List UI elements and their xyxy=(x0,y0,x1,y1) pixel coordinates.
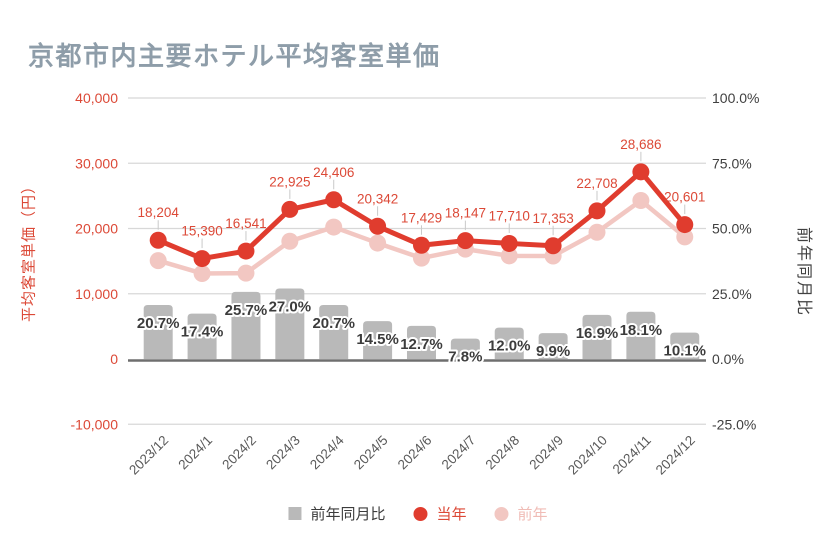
svg-text:20,601: 20,601 xyxy=(664,190,705,205)
svg-text:17,710: 17,710 xyxy=(489,208,530,223)
svg-text:2024/7: 2024/7 xyxy=(439,433,479,473)
left-axis-title: 平均客室単価（円） xyxy=(20,177,38,323)
svg-text:17,353: 17,353 xyxy=(532,211,573,226)
svg-text:2024/4: 2024/4 xyxy=(307,432,347,472)
svg-text:18,204: 18,204 xyxy=(138,205,180,220)
svg-text:17,429: 17,429 xyxy=(401,210,442,225)
svg-text:16.9%: 16.9% xyxy=(576,325,619,342)
right-axis-title: 前年同月比 xyxy=(795,226,812,318)
svg-text:2024/8: 2024/8 xyxy=(483,433,523,473)
svg-text:-10,000: -10,000 xyxy=(71,416,119,432)
svg-text:24,406: 24,406 xyxy=(313,165,354,180)
svg-text:25.0%: 25.0% xyxy=(712,286,752,302)
legend-label-current-year: 当年 xyxy=(436,506,467,523)
legend: 前年同月比 当年 前年 xyxy=(288,503,548,524)
svg-text:12.7%: 12.7% xyxy=(400,336,443,353)
chart-title: 京都市内主要ホテル平均客室単価 xyxy=(28,41,441,71)
svg-text:10.1%: 10.1% xyxy=(663,343,706,360)
svg-text:2024/11: 2024/11 xyxy=(610,433,654,477)
svg-text:50.0%: 50.0% xyxy=(712,221,752,237)
svg-text:2024/5: 2024/5 xyxy=(351,433,391,473)
svg-text:17.4%: 17.4% xyxy=(181,324,224,341)
bar-legend-marker-icon xyxy=(288,507,302,520)
svg-text:2023/12: 2023/12 xyxy=(126,433,171,478)
svg-text:10,000: 10,000 xyxy=(75,286,118,302)
svg-text:20.7%: 20.7% xyxy=(137,315,180,332)
svg-text:12.0%: 12.0% xyxy=(488,338,531,355)
svg-text:18.1%: 18.1% xyxy=(620,322,663,339)
svg-text:28,686: 28,686 xyxy=(620,137,661,152)
svg-text:22,925: 22,925 xyxy=(269,174,310,189)
svg-text:0: 0 xyxy=(110,351,118,367)
svg-text:16,541: 16,541 xyxy=(225,216,266,231)
svg-text:18,147: 18,147 xyxy=(445,206,486,221)
svg-text:27.0%: 27.0% xyxy=(269,299,312,316)
legend-label-yoy: 前年同月比 xyxy=(310,506,386,523)
legend-item-yoy: 前年同月比 xyxy=(288,503,385,524)
svg-text:20,342: 20,342 xyxy=(357,191,398,206)
svg-text:0.0%: 0.0% xyxy=(712,351,744,367)
svg-text:20,000: 20,000 xyxy=(75,221,118,237)
svg-text:9.9%: 9.9% xyxy=(536,343,570,360)
svg-text:14.5%: 14.5% xyxy=(356,331,399,348)
legend-item-current-year: 当年 xyxy=(413,503,467,524)
svg-text:22,708: 22,708 xyxy=(576,176,617,191)
svg-text:15,390: 15,390 xyxy=(181,224,222,239)
svg-text:2024/9: 2024/9 xyxy=(526,433,566,473)
svg-text:2024/1: 2024/1 xyxy=(175,433,215,473)
svg-text:25.7%: 25.7% xyxy=(225,302,268,319)
svg-text:100.0%: 100.0% xyxy=(712,90,759,106)
svg-text:2024/12: 2024/12 xyxy=(653,433,698,478)
current-year-legend-marker-icon xyxy=(413,506,428,521)
svg-text:75.0%: 75.0% xyxy=(712,155,752,171)
svg-text:2024/10: 2024/10 xyxy=(565,433,610,478)
svg-text:2024/3: 2024/3 xyxy=(263,433,303,473)
svg-text:40,000: 40,000 xyxy=(75,90,118,106)
svg-text:7.8%: 7.8% xyxy=(448,349,482,366)
svg-text:30,000: 30,000 xyxy=(75,155,118,171)
legend-item-prev-year: 前年 xyxy=(494,503,548,524)
svg-text:-25.0%: -25.0% xyxy=(712,416,756,432)
svg-text:2024/2: 2024/2 xyxy=(219,433,259,473)
svg-text:20.7%: 20.7% xyxy=(312,315,355,332)
prev-year-legend-marker-icon xyxy=(494,506,509,521)
legend-label-prev-year: 前年 xyxy=(517,506,548,523)
svg-text:2024/6: 2024/6 xyxy=(395,433,435,473)
